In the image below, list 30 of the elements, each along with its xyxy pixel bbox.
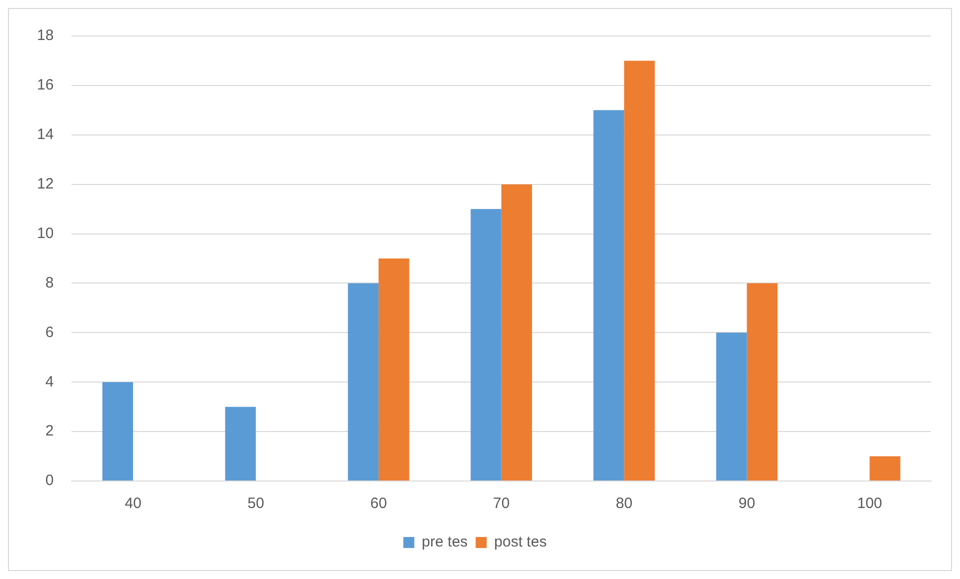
legend-label: post tes	[494, 534, 547, 551]
legend-label: pre tes	[422, 534, 468, 551]
x-tick-label: 80	[616, 495, 632, 512]
y-tick-label: 6	[45, 324, 54, 341]
bar	[593, 110, 624, 480]
bar	[624, 60, 655, 480]
bar	[348, 283, 379, 480]
bar	[470, 209, 502, 480]
bar	[746, 283, 778, 480]
y-tick-label: 8	[45, 274, 54, 292]
bar	[225, 406, 256, 480]
y-tick-label: 0	[45, 472, 54, 490]
x-tick-label: 70	[493, 495, 510, 512]
y-tick-label: 16	[36, 76, 54, 94]
y-tick-label: 14	[36, 126, 54, 144]
x-tick-label: 40	[124, 495, 142, 512]
y-tick-label: 4	[45, 373, 54, 390]
y-tick-label: 12	[36, 175, 54, 192]
bar	[716, 332, 747, 480]
x-tick-label: 50	[247, 495, 264, 512]
x-tick-label: 60	[370, 495, 387, 512]
bar	[870, 456, 900, 480]
bar	[501, 184, 532, 480]
y-tick-label: 10	[36, 224, 54, 242]
bar	[102, 382, 134, 480]
y-tick-label: 18	[36, 27, 54, 44]
y-tick-label: 2	[45, 422, 54, 440]
x-tick-label: 100	[857, 495, 882, 512]
x-tick-label: 90	[738, 495, 756, 512]
bar	[378, 258, 410, 480]
